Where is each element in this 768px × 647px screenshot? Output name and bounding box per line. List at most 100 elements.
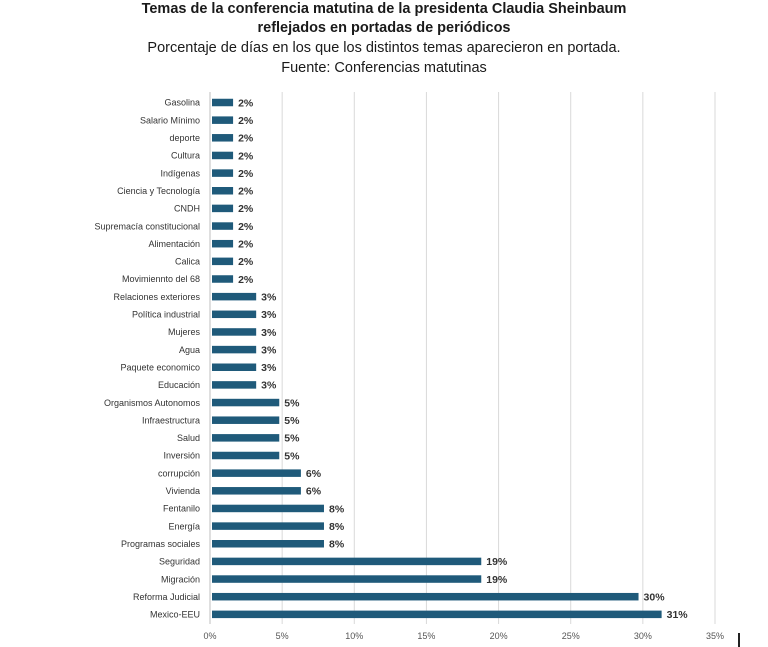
bar bbox=[212, 522, 324, 530]
chart-source-line: Fuente: Conferencias matutinas bbox=[281, 60, 487, 76]
category-label: Migración bbox=[161, 574, 200, 584]
x-tick-label: 5% bbox=[276, 631, 289, 641]
category-label: corrupción bbox=[158, 468, 200, 478]
bar bbox=[212, 416, 280, 424]
data-label: 3% bbox=[261, 291, 277, 303]
data-label: 2% bbox=[238, 221, 254, 233]
category-label: Movimiennto del 68 bbox=[122, 274, 200, 284]
bar bbox=[212, 98, 234, 107]
bar bbox=[212, 310, 257, 319]
data-label: 8% bbox=[329, 503, 345, 515]
data-label: 2% bbox=[238, 133, 254, 145]
gridlines bbox=[281, 92, 716, 624]
category-label: Salario Mínimo bbox=[140, 115, 200, 125]
bar bbox=[212, 187, 234, 195]
bar bbox=[212, 540, 324, 548]
data-label: 6% bbox=[306, 486, 322, 498]
category-label: Gasolina bbox=[164, 98, 200, 108]
chart-subtitle: Porcentaje de días en los que los distin… bbox=[0, 38, 768, 78]
category-label: Mujeres bbox=[168, 327, 201, 337]
chart-header: Temas de la conferencia matutina de la p… bbox=[0, 0, 768, 78]
category-label: Supremacía constitucional bbox=[94, 221, 200, 231]
x-tick-label: 25% bbox=[562, 631, 580, 641]
data-label: 5% bbox=[284, 397, 300, 409]
data-label: 5% bbox=[284, 450, 300, 462]
category-label: Inversión bbox=[163, 451, 200, 461]
category-label: Cultura bbox=[171, 151, 200, 161]
category-label: Alimentación bbox=[148, 239, 200, 249]
data-label: 6% bbox=[306, 468, 322, 480]
data-label: 8% bbox=[329, 539, 345, 551]
x-tick-label: 35% bbox=[706, 631, 724, 641]
category-label: Mexico-EEU bbox=[150, 610, 200, 620]
bar bbox=[212, 134, 234, 142]
category-label: CNDH bbox=[174, 204, 200, 214]
bar bbox=[212, 504, 324, 513]
category-label: Paquete economico bbox=[120, 362, 200, 372]
bar bbox=[212, 151, 234, 160]
data-label: 3% bbox=[261, 327, 277, 339]
data-label: 2% bbox=[238, 97, 254, 109]
category-label: Agua bbox=[179, 345, 200, 355]
bar bbox=[212, 169, 234, 177]
bar bbox=[212, 610, 662, 619]
x-tick-label: 0% bbox=[203, 631, 216, 641]
category-labels: Gasolina Salario Mínimo deporte Cultura Indí… bbox=[94, 98, 200, 620]
category-label: Relaciones exteriores bbox=[113, 292, 200, 302]
data-label: 2% bbox=[238, 115, 254, 127]
x-tick-label: 30% bbox=[634, 631, 652, 641]
data-label: 31% bbox=[667, 609, 689, 621]
category-label: Energía bbox=[168, 521, 200, 531]
category-label: Reforma Judicial bbox=[133, 592, 200, 602]
x-tick-label: 10% bbox=[345, 631, 363, 641]
bar bbox=[212, 363, 257, 371]
category-label: deporte bbox=[169, 133, 200, 143]
data-label: 19% bbox=[486, 556, 508, 568]
bar bbox=[212, 239, 234, 248]
data-label: 2% bbox=[238, 150, 254, 162]
category-label: Salud bbox=[177, 433, 200, 443]
text-cursor-icon bbox=[738, 633, 740, 647]
category-label: Organismos Autonomos bbox=[104, 398, 201, 408]
category-label: Vivienda bbox=[166, 486, 200, 496]
bar bbox=[212, 292, 257, 301]
bar bbox=[212, 328, 257, 336]
bars bbox=[212, 98, 662, 619]
bar bbox=[212, 116, 234, 124]
x-tick-label: 15% bbox=[417, 631, 435, 641]
chart-title: Temas de la conferencia matutina de la p… bbox=[0, 0, 768, 38]
bar bbox=[212, 592, 639, 601]
data-label: 2% bbox=[238, 256, 254, 268]
bar bbox=[212, 575, 482, 583]
bar bbox=[212, 557, 482, 566]
category-label: Ciencia y Tecnología bbox=[117, 186, 200, 196]
category-label: Programas sociales bbox=[121, 539, 201, 549]
bar bbox=[212, 469, 301, 477]
bar bbox=[212, 487, 301, 495]
data-label: 5% bbox=[284, 415, 300, 427]
bar bbox=[212, 275, 234, 283]
data-label: 2% bbox=[238, 239, 254, 251]
category-label: Seguridad bbox=[159, 557, 200, 567]
bar bbox=[212, 345, 257, 354]
category-label: Infraestructura bbox=[142, 415, 200, 425]
data-label: 3% bbox=[261, 344, 277, 356]
data-label: 2% bbox=[238, 203, 254, 215]
data-label: 3% bbox=[261, 380, 277, 392]
data-label: 2% bbox=[238, 168, 254, 180]
chart-subtitle-line: Porcentaje de días en los que los distin… bbox=[147, 40, 621, 56]
bar bbox=[212, 222, 234, 230]
bar bbox=[212, 451, 280, 460]
value-labels: 2% 2% 2% 2% 2% 2% 2% 2% 2% 2% 2% 3% 3% 3% 3% 3% 3% 5% 5% 5%… bbox=[238, 97, 688, 621]
data-label: 2% bbox=[238, 186, 254, 198]
category-label: Educación bbox=[158, 380, 200, 390]
x-tick-label: 20% bbox=[490, 631, 508, 641]
category-label: Indígenas bbox=[160, 168, 200, 178]
bar bbox=[212, 381, 257, 389]
chart-title-line-2: reflejados en portadas de periódicos bbox=[257, 20, 511, 36]
data-label: 2% bbox=[238, 274, 254, 286]
data-label: 3% bbox=[261, 309, 277, 321]
chart-title-line-1: Temas de la conferencia matutina de la p… bbox=[141, 1, 627, 17]
bar bbox=[212, 434, 280, 442]
